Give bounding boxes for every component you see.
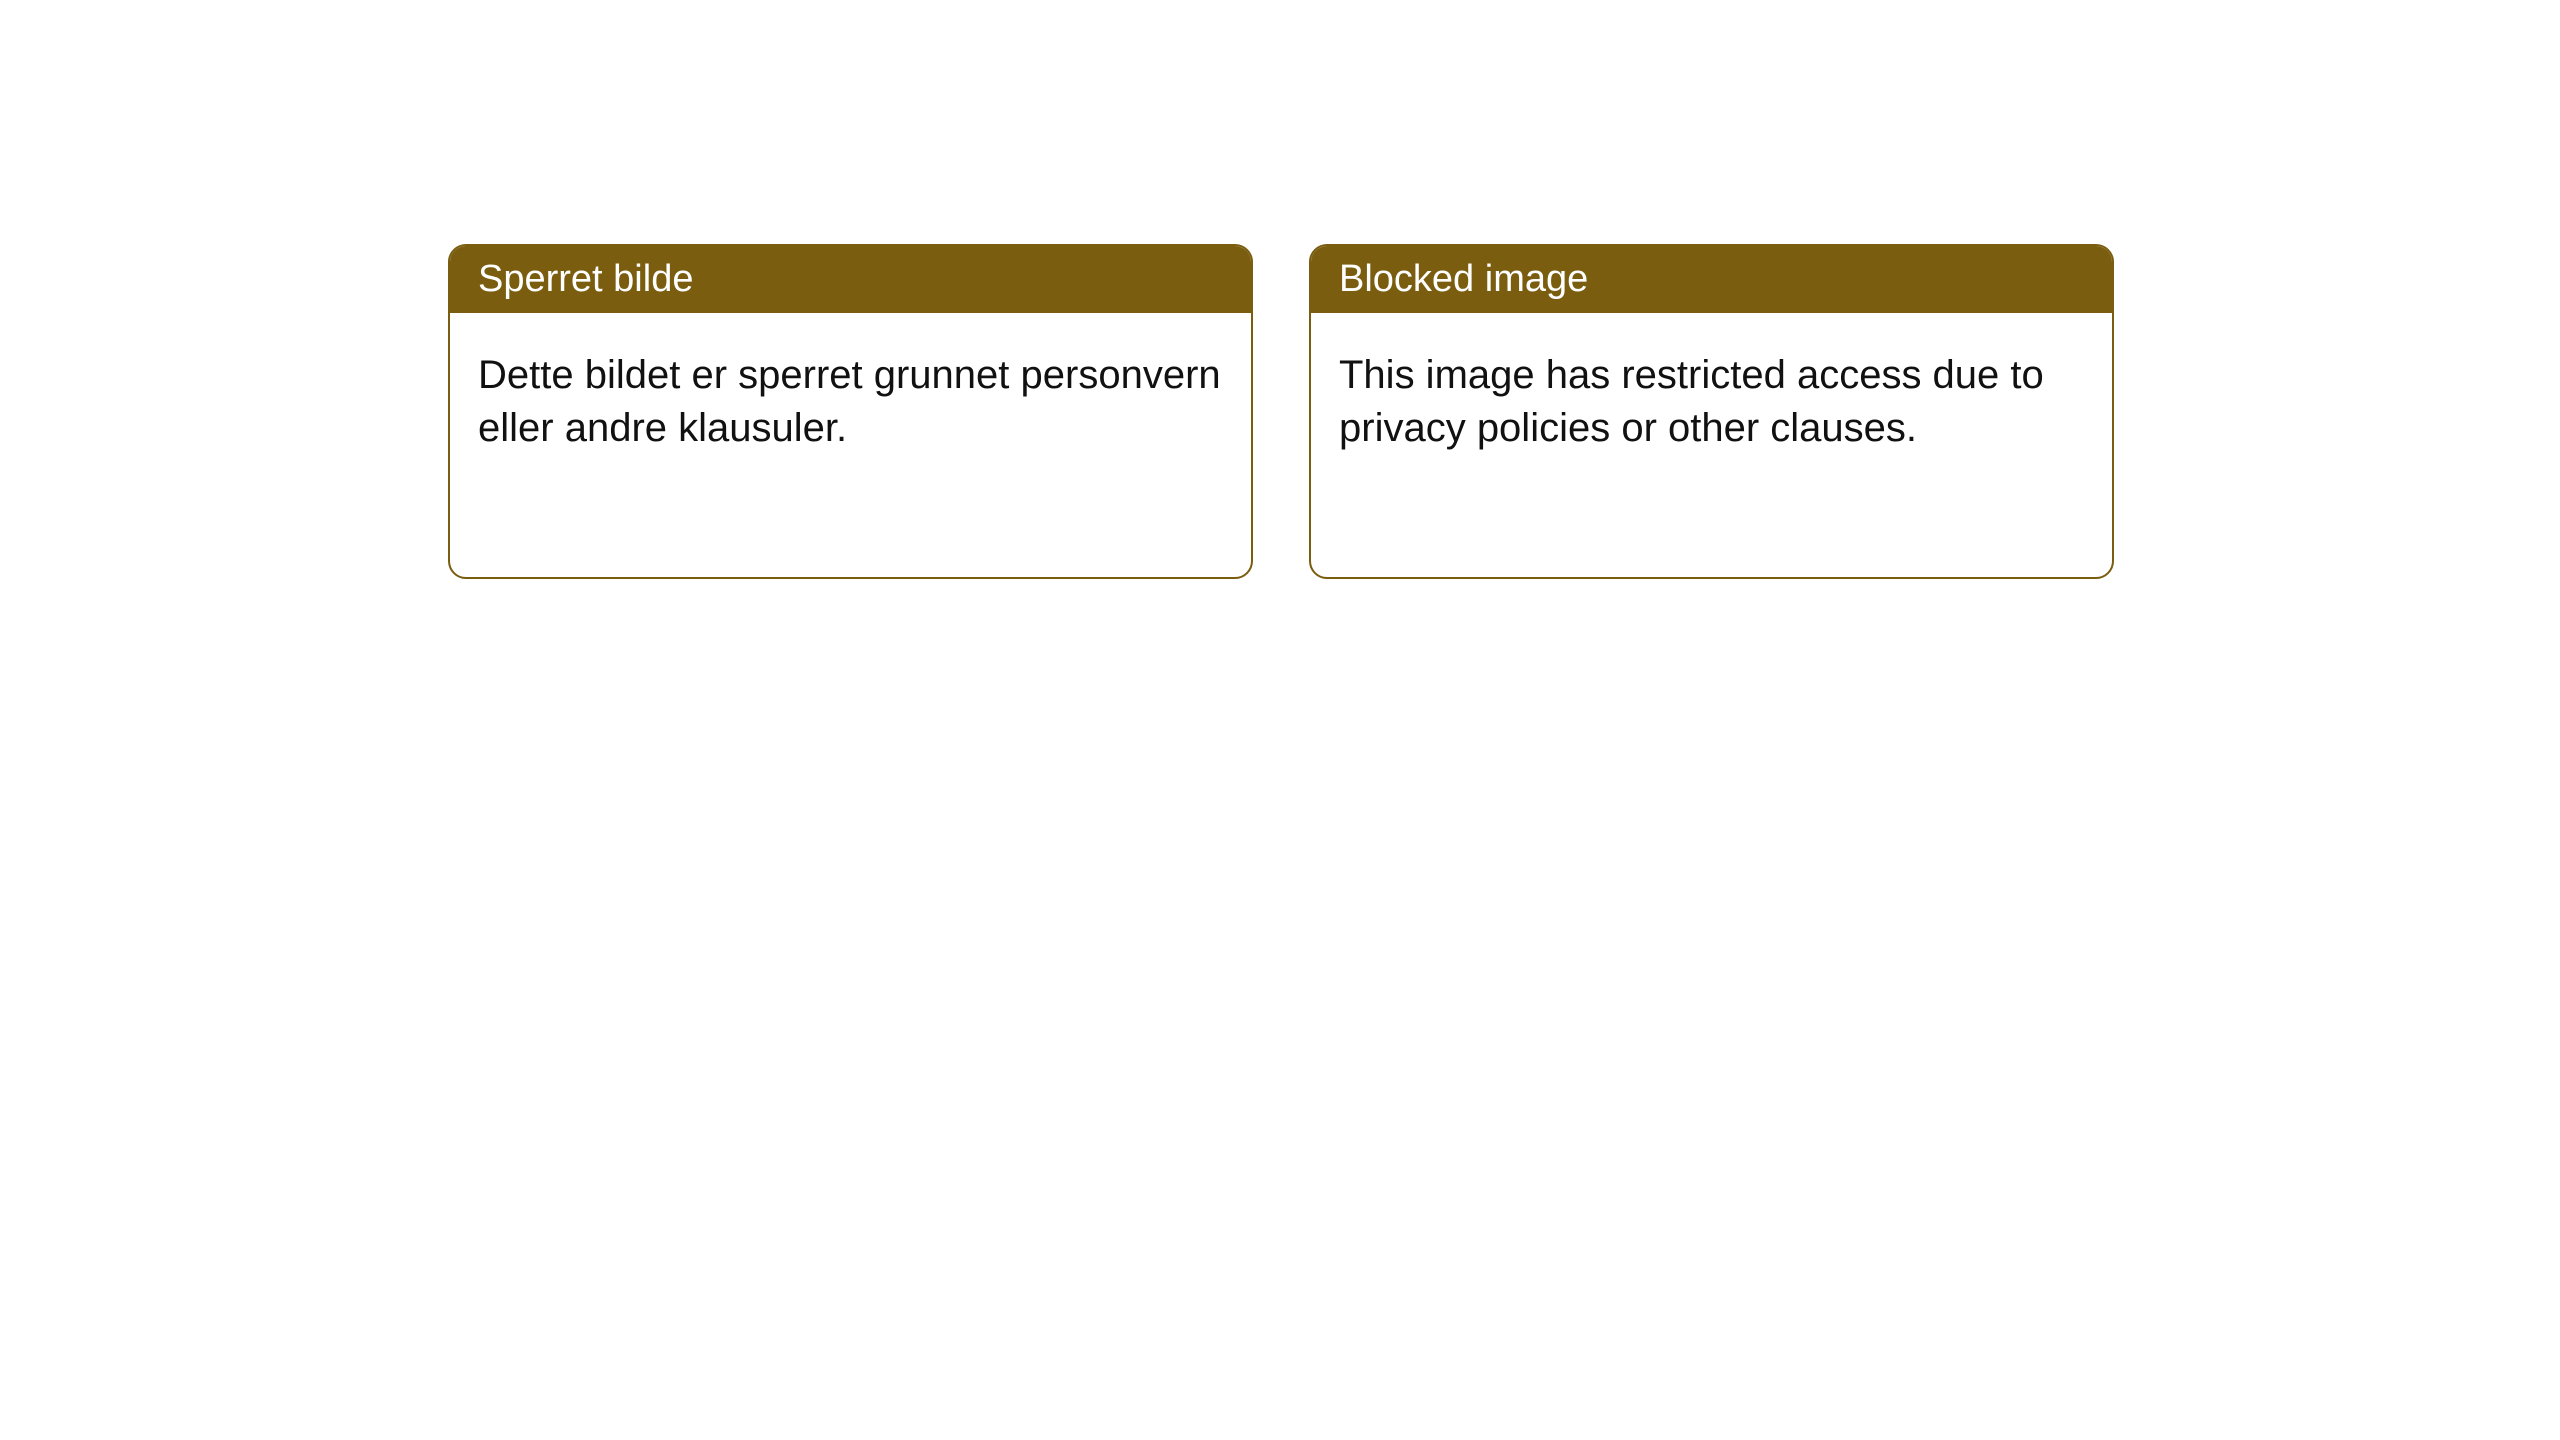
notice-box-english: Blocked image This image has restricted …: [1309, 244, 2114, 579]
notice-title: Sperret bilde: [478, 258, 693, 300]
notice-header: Blocked image: [1311, 246, 2112, 313]
notice-title: Blocked image: [1339, 258, 1588, 300]
notice-container: Sperret bilde Dette bildet er sperret gr…: [0, 0, 2560, 579]
notice-box-norwegian: Sperret bilde Dette bildet er sperret gr…: [448, 244, 1253, 579]
notice-body: This image has restricted access due to …: [1311, 313, 2112, 491]
notice-body-text: This image has restricted access due to …: [1339, 353, 2044, 450]
notice-body-text: Dette bildet er sperret grunnet personve…: [478, 353, 1221, 450]
notice-body: Dette bildet er sperret grunnet personve…: [450, 313, 1251, 491]
notice-header: Sperret bilde: [450, 246, 1251, 313]
